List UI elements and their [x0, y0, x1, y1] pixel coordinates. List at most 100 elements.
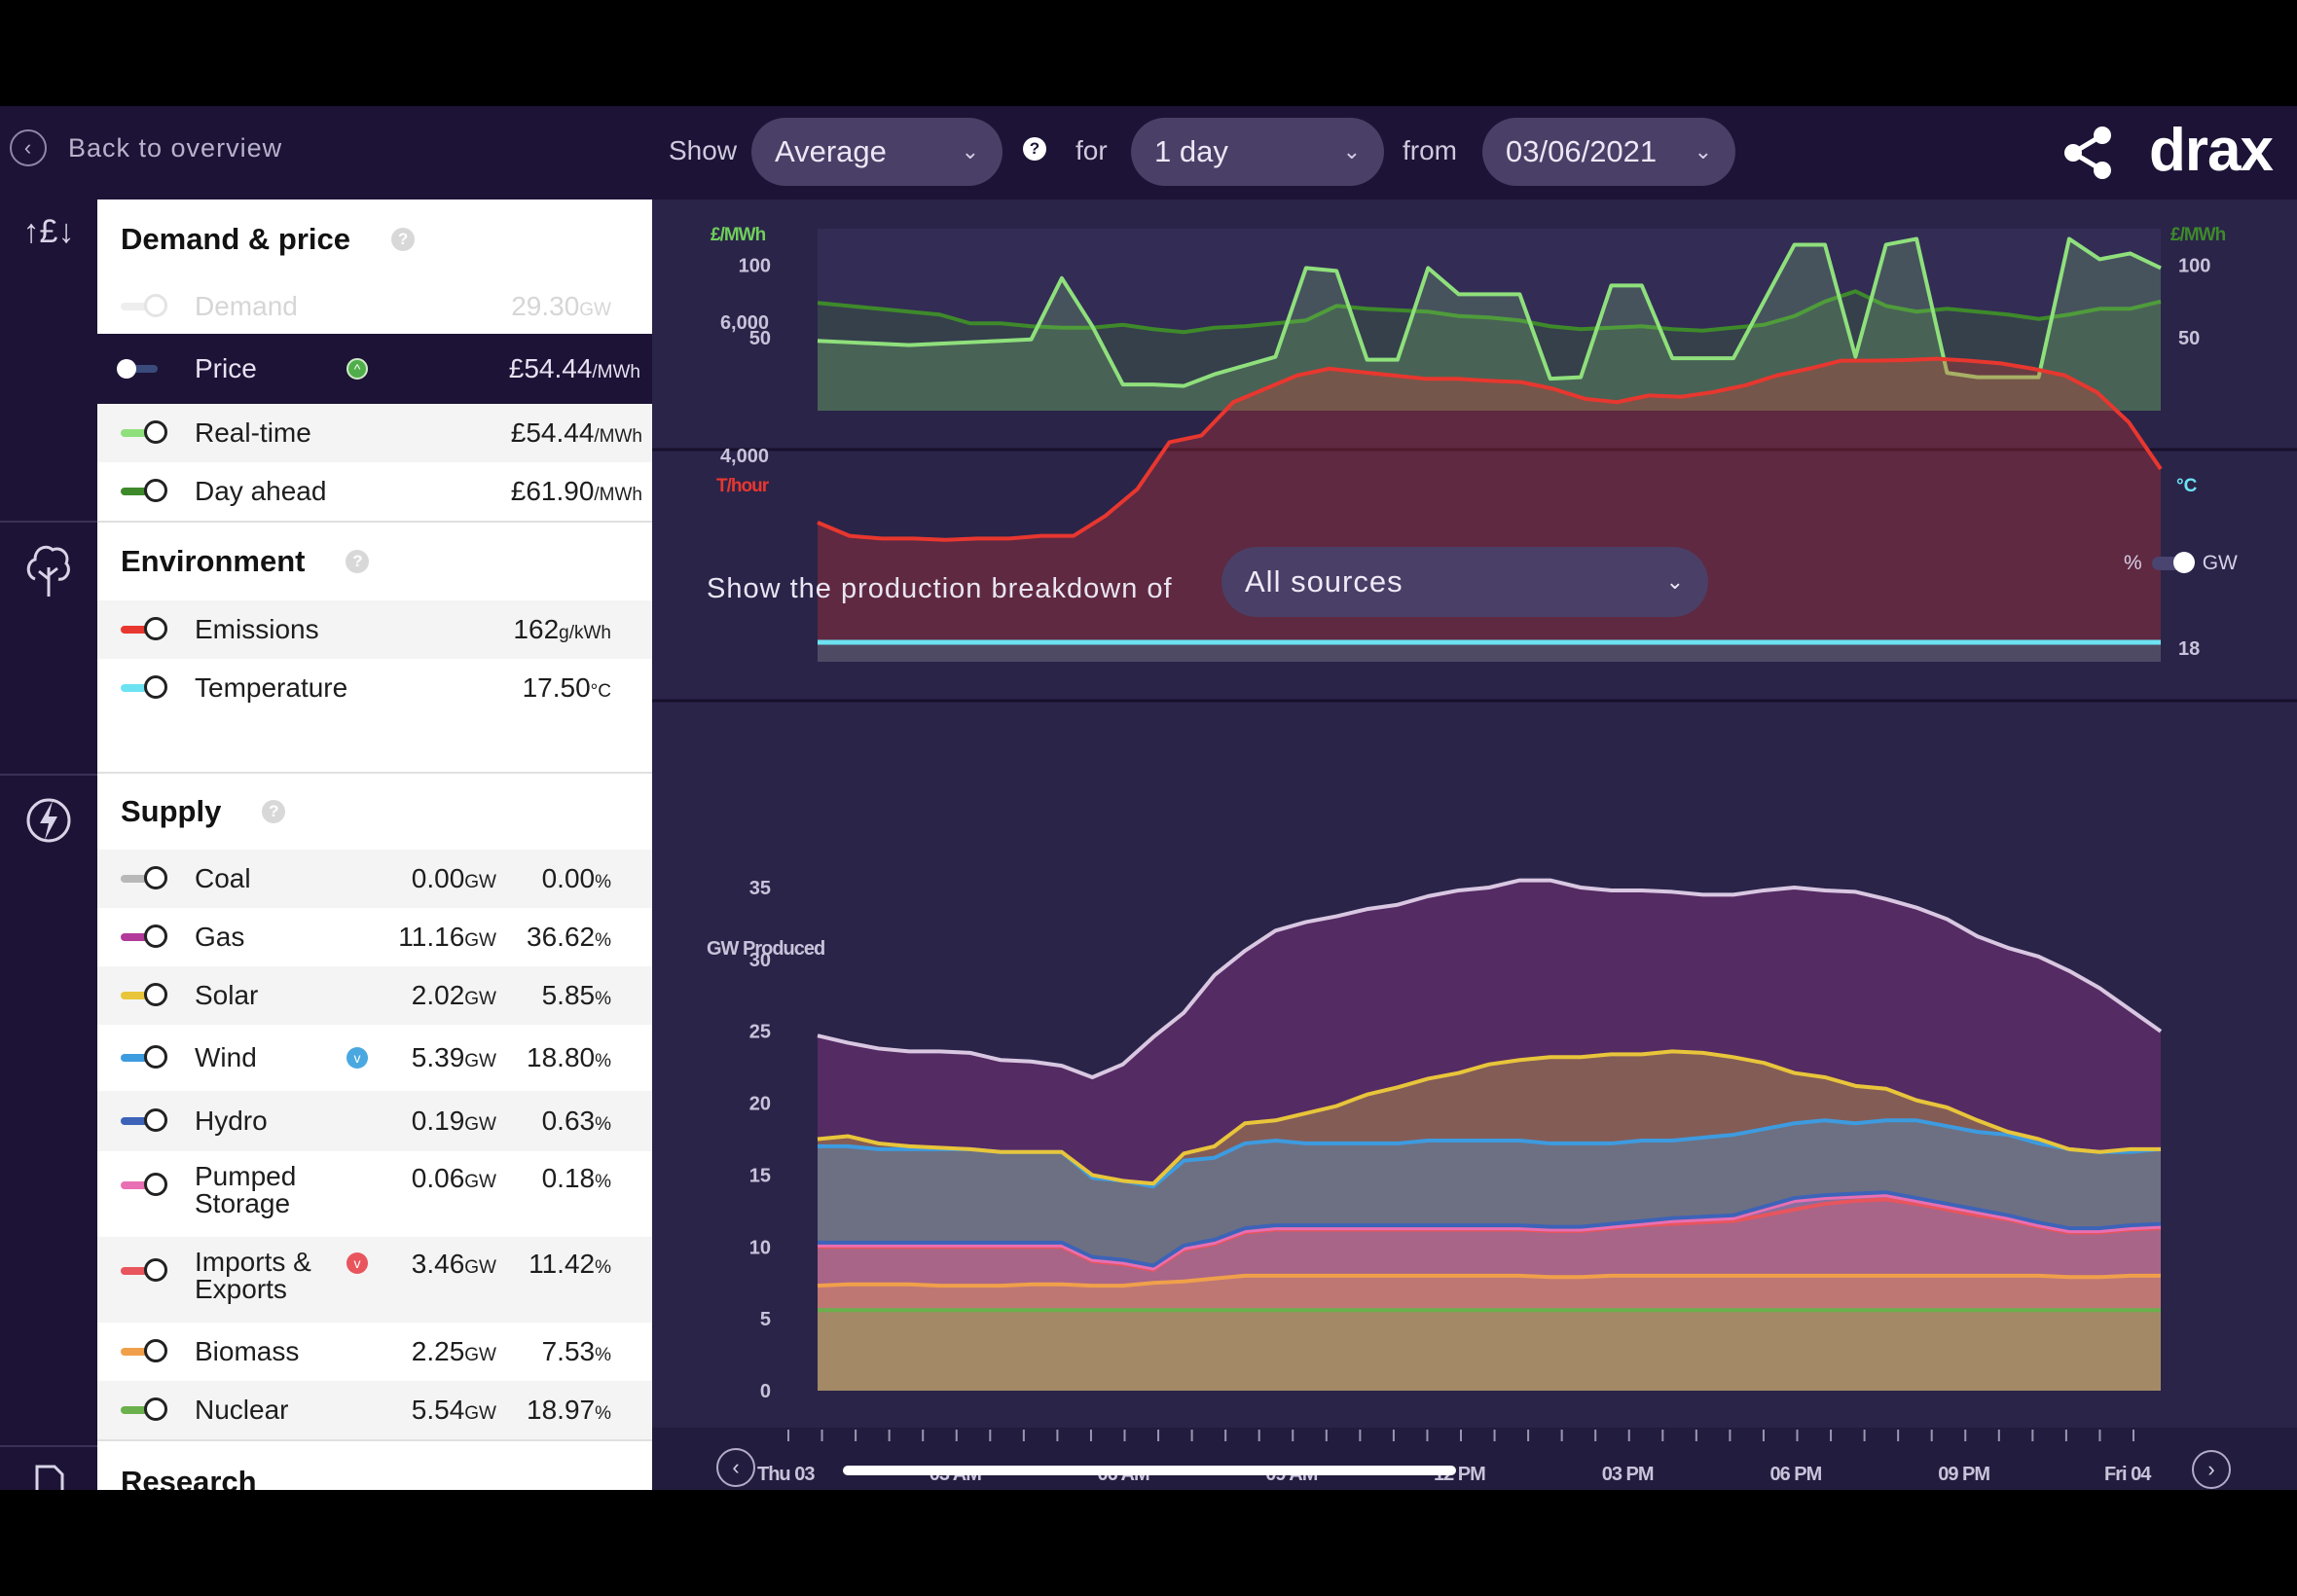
realtime-toggle[interactable]: [121, 420, 167, 444]
wind-row[interactable]: Wind v 5.39GW 18.80%: [97, 1025, 652, 1091]
charts-area: £/MWh £/MWh 50 50 100 100 T/hour °C 4,000 6,000 18…: [652, 200, 2297, 1490]
hydro-row[interactable]: Hydro 0.19GW 0.63%: [97, 1091, 652, 1151]
back-to-overview-link[interactable]: ‹ Back to overview: [10, 129, 282, 166]
price-ytick-left: 100: [739, 255, 771, 276]
price-row[interactable]: Price ^ £54.44/MWh: [97, 334, 652, 404]
lightning-icon[interactable]: [0, 791, 97, 850]
metric-value: £54.44/MWh: [508, 353, 640, 383]
solar-toggle[interactable]: [121, 983, 167, 1006]
timeline-next-button[interactable]: ›: [2192, 1450, 2231, 1489]
period-dropdown[interactable]: 1 day ⌄: [1131, 118, 1384, 186]
production-breakdown-label: Show the production breakdown of: [707, 573, 1173, 604]
pound-arrows-icon[interactable]: ↑£↓: [22, 213, 75, 250]
price-ylabel-right: £/MWh: [2170, 225, 2226, 245]
demand-toggle[interactable]: [121, 294, 167, 317]
temperature-row[interactable]: Temperature 17.50°C: [97, 659, 652, 717]
percent-option[interactable]: %: [2124, 552, 2142, 574]
solar-row[interactable]: Solar 2.02GW 5.85%: [97, 966, 652, 1025]
section-icon-rail: ↑£↓: [0, 200, 97, 1490]
show-dropdown[interactable]: Average ⌄: [751, 118, 1003, 186]
section-title: Environment: [121, 544, 306, 578]
day-ahead-row[interactable]: Day ahead £61.90/MWh: [97, 462, 652, 521]
realtime-row[interactable]: Real-time £54.44/MWh: [97, 404, 652, 462]
imports-exports-row[interactable]: Imports & Exports v 3.46GW 11.42%: [97, 1237, 652, 1323]
help-icon[interactable]: ?: [391, 228, 416, 251]
supply-heading: Supply ?: [97, 774, 652, 850]
section-divider: [97, 772, 652, 774]
metric-name: Temperature: [195, 672, 348, 703]
emissions-row[interactable]: Emissions 162g/kWh: [97, 600, 652, 659]
biomass-row[interactable]: Biomass 2.25GW 7.53%: [97, 1323, 652, 1381]
help-icon[interactable]: ?: [262, 800, 286, 823]
gas-row[interactable]: Gas 11.16GW 36.62%: [97, 908, 652, 966]
metric-value: 29.30GW: [511, 291, 611, 321]
temperature-toggle[interactable]: [121, 675, 167, 699]
timeline-label: Thu 03: [757, 1464, 815, 1485]
wind-toggle[interactable]: [121, 1045, 167, 1069]
timeline-bg: [652, 1428, 2297, 1490]
tree-icon[interactable]: [0, 540, 97, 598]
production-area-biomass: [818, 1275, 2161, 1391]
production-area-hydro: [818, 1192, 2161, 1391]
production-line-biomass: [817, 1273, 2161, 1288]
nuclear-toggle[interactable]: [121, 1397, 167, 1421]
emissions-area: [818, 358, 2161, 642]
production-line-pumped-storage: [818, 1193, 2162, 1271]
imports-exports-toggle[interactable]: [121, 1258, 167, 1282]
coal-toggle[interactable]: [121, 866, 167, 889]
pct-value: 0.63%: [541, 1106, 611, 1136]
production-line-hydro: [818, 1190, 2162, 1268]
pct-value: 18.80%: [527, 1042, 611, 1072]
metric-name: Price: [195, 353, 257, 383]
production-ytick: 30: [749, 950, 771, 971]
metric-name: Real-time: [195, 417, 311, 448]
gw-value: 2.02GW: [411, 980, 496, 1010]
share-icon[interactable]: [2060, 124, 2118, 182]
environment-section: Environment ? Emissions 162g/kWh Tempera…: [97, 523, 652, 772]
emissions-line: [817, 356, 2163, 542]
gw-option[interactable]: GW: [2202, 552, 2238, 574]
metric-name: Day ahead: [195, 476, 327, 506]
price-series-line: [817, 236, 2162, 388]
production-source-dropdown[interactable]: All sources ⌄: [1221, 547, 1708, 617]
nuclear-row[interactable]: Nuclear 5.54GW 18.97%: [97, 1381, 652, 1439]
timeline-label: 03 PM: [1602, 1464, 1654, 1485]
timeline-scrubber[interactable]: [843, 1466, 1456, 1475]
price-toggle[interactable]: [117, 358, 164, 380]
timeline-prev-button[interactable]: ‹: [716, 1448, 755, 1487]
metric-value: 17.50°C: [522, 672, 611, 703]
gw-value: 5.54GW: [411, 1395, 496, 1425]
biomass-toggle[interactable]: [121, 1339, 167, 1362]
chevron-down-icon: ⌄: [1665, 569, 1685, 594]
day-ahead-toggle[interactable]: [121, 479, 167, 502]
research-heading: Research: [97, 1441, 652, 1490]
emissions-toggle[interactable]: [121, 617, 167, 640]
help-icon[interactable]: ?: [1023, 137, 1046, 161]
emissions-ytick: 4,000: [720, 446, 769, 467]
pumped-storage-toggle[interactable]: [121, 1173, 167, 1196]
gas-toggle[interactable]: [121, 925, 167, 948]
section-divider: [97, 521, 652, 523]
hydro-toggle[interactable]: [121, 1108, 167, 1132]
pct-value: 0.00%: [541, 863, 611, 893]
chevron-down-icon: ⌄: [1342, 139, 1361, 163]
date-dropdown[interactable]: 03/06/2021 ⌄: [1482, 118, 1735, 186]
temperature-ytick: 18: [2178, 638, 2200, 660]
metrics-panel: Demand & price ? Demand 29.30GW Price ^ …: [97, 200, 652, 1490]
price-ylabel-left: £/MWh: [711, 225, 766, 245]
document-icon[interactable]: [0, 1465, 97, 1490]
metric-name: Pumped Storage: [195, 1161, 297, 1218]
period-dropdown-value: 1 day: [1154, 134, 1228, 168]
help-icon[interactable]: ?: [346, 550, 370, 573]
price-series-area: [818, 291, 2161, 411]
production-ytick: 25: [749, 1022, 771, 1043]
unit-switch[interactable]: [2151, 552, 2195, 573]
coal-row[interactable]: Coal 0.00GW 0.00%: [97, 850, 652, 908]
back-label: Back to overview: [68, 132, 283, 163]
pumped-storage-row[interactable]: Pumped Storage 0.06GW 0.18%: [97, 1151, 652, 1237]
demand-row[interactable]: Demand 29.30GW: [97, 279, 652, 334]
temperature-band: [818, 642, 2161, 662]
metric-name: Imports & Exports: [195, 1247, 311, 1304]
from-label: from: [1403, 135, 1457, 165]
drax-logo: drax: [2149, 117, 2274, 184]
